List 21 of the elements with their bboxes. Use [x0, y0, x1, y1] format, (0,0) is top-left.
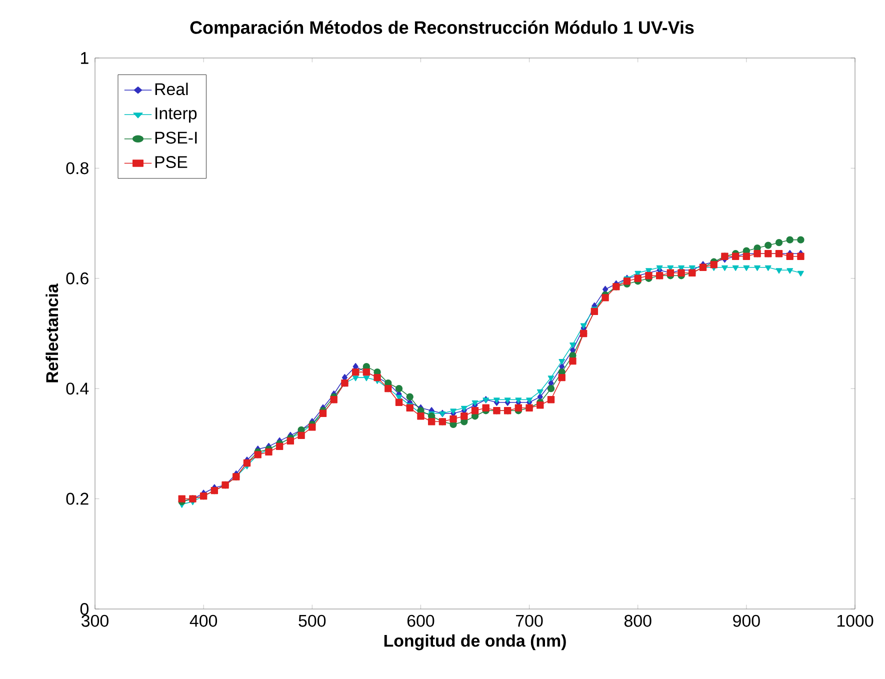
- legend-label: Real: [155, 82, 188, 96]
- x-tick-label: 400: [190, 614, 218, 627]
- x-tick-label: 500: [298, 614, 326, 627]
- x-tick-label: 900: [733, 614, 760, 627]
- x-tick-label: 700: [516, 614, 543, 627]
- x-tick-label: 1000: [837, 614, 874, 627]
- y-tick-label: 0.2: [66, 492, 88, 505]
- y-axis-title: Reflectancia: [46, 284, 58, 382]
- x-axis-title: Longitud de onda (nm): [384, 634, 566, 650]
- y-tick-label: 1: [81, 52, 88, 64]
- y-tick-label: 0.4: [66, 382, 89, 395]
- x-tick-label: 300: [82, 614, 108, 627]
- x-tick-label: 600: [407, 614, 434, 627]
- legend-label: PSE: [155, 156, 188, 168]
- y-tick-label: 0.6: [66, 272, 88, 284]
- legend-label: Interp: [156, 108, 197, 123]
- y-tick-label: 0: [80, 603, 89, 615]
- x-tick-label: 800: [624, 614, 652, 627]
- chart-title: Comparación Métodos de Reconstrucción Módulo 1 UV-Vis: [190, 20, 694, 38]
- legend-label: PSE-I: [155, 132, 197, 144]
- y-tick-label: 0.8: [66, 162, 88, 174]
